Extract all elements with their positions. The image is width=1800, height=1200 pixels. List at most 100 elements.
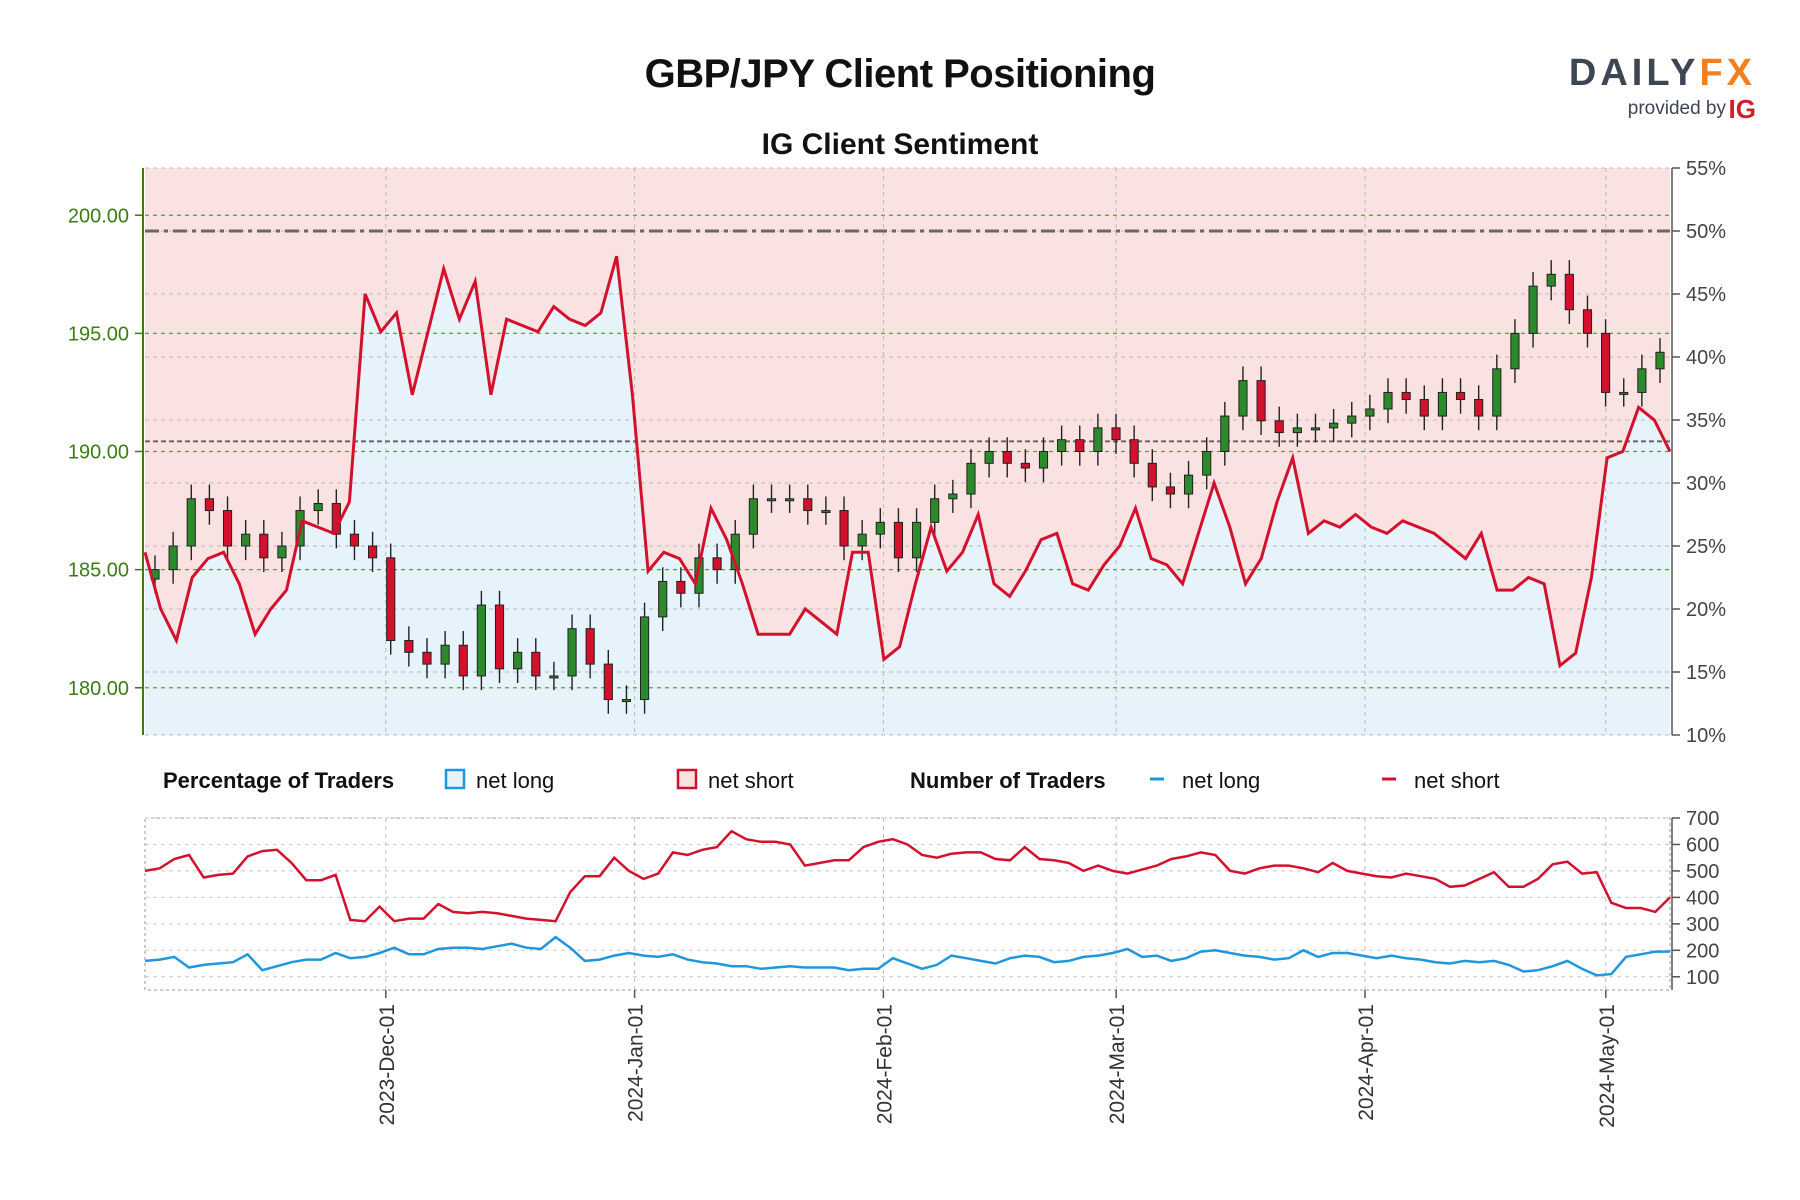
candle-body — [1419, 399, 1429, 417]
candle-body — [513, 651, 523, 670]
candle-body — [1129, 439, 1139, 464]
candle-body — [911, 521, 922, 559]
candle-body — [404, 640, 414, 653]
net-long-pct-line — [143, 255, 1672, 669]
candle-body — [259, 533, 269, 559]
pct-tick-label: 25% — [1686, 536, 1726, 558]
pct-tick-label: 35% — [1686, 410, 1726, 432]
candle-body — [1292, 427, 1302, 434]
candle-body — [1437, 391, 1447, 417]
candle-body — [1147, 462, 1157, 488]
price-tick-label: 180.00 — [68, 678, 129, 700]
candle-body — [1564, 273, 1574, 311]
candle-body — [1619, 391, 1629, 395]
candle-body — [494, 604, 505, 670]
candle-body — [1474, 399, 1484, 417]
pct-tick-label: 30% — [1686, 473, 1726, 495]
candle-body — [966, 462, 976, 495]
pct-tick-label: 15% — [1686, 662, 1726, 684]
candle-body — [186, 498, 196, 547]
count-tick-label: 500 — [1686, 861, 1719, 883]
candle-body — [222, 510, 233, 547]
candle-body — [168, 545, 178, 571]
count-tick-label: 400 — [1686, 887, 1719, 909]
net-short-count-line — [144, 829, 1671, 923]
net-long-count-line — [144, 935, 1670, 977]
candle-body — [1492, 368, 1502, 417]
candle-body — [531, 651, 541, 677]
candle-body — [893, 521, 904, 559]
candle-body — [313, 502, 323, 512]
candle-body — [803, 498, 813, 512]
candle-body — [476, 604, 486, 677]
candle-body — [1510, 332, 1520, 370]
legend-pct-short-swatch — [676, 768, 698, 790]
candle-body — [549, 675, 559, 679]
chart-title: GBP/JPY Client Positioning — [644, 52, 1156, 96]
candle-body — [748, 498, 758, 535]
candle-body — [603, 663, 613, 701]
price-tick-label: 200.00 — [68, 205, 129, 227]
candle-body — [875, 521, 885, 535]
legend-num-long-label: net long — [1182, 768, 1260, 793]
price-tick-label: 195.00 — [68, 323, 129, 345]
candle-body — [349, 533, 360, 547]
date-tick-label: 2024-May-01 — [1596, 1004, 1619, 1128]
candle-body — [1401, 391, 1411, 401]
candle-body — [1582, 309, 1593, 334]
legend-pct-long-label: net long — [476, 768, 554, 793]
date-tick-label: 2024-Jan-01 — [625, 1004, 648, 1122]
candle-body — [839, 510, 849, 547]
pct-tick-label: 10% — [1686, 725, 1726, 747]
candle-body — [1383, 391, 1393, 410]
candle-body — [1238, 380, 1248, 417]
candle-body — [1020, 462, 1030, 469]
legend-pct-short-label: net short — [708, 768, 794, 793]
legend-pct-long-swatch — [444, 768, 466, 790]
candle-body — [1057, 439, 1067, 452]
date-tick-label: 2024-Feb-01 — [873, 1004, 896, 1124]
candle-body — [766, 498, 777, 502]
logo-ig: IG — [1728, 94, 1756, 124]
candle-body — [1002, 451, 1012, 464]
candle-body — [948, 493, 958, 500]
candle-body — [1347, 415, 1357, 424]
logo-fx: FX — [1699, 52, 1756, 94]
candle-body — [1601, 332, 1611, 393]
candle-body — [1256, 380, 1266, 422]
candle-body — [386, 557, 396, 641]
logo-daily: DAILY — [1568, 52, 1700, 94]
pct-tick-label: 45% — [1686, 284, 1726, 306]
candle-body — [458, 644, 468, 677]
candle-body — [821, 510, 831, 514]
candle-body — [1274, 420, 1284, 434]
candle-body — [1220, 415, 1230, 452]
date-tick-label: 2024-Mar-01 — [1106, 1004, 1129, 1124]
candle-body — [1455, 391, 1466, 401]
legend-pct-heading: Percentage of Traders — [163, 768, 394, 793]
candle-body — [1165, 486, 1176, 495]
candle-body — [241, 533, 251, 547]
net-long-area — [145, 256, 1670, 735]
candle-body — [1528, 285, 1538, 334]
pct-tick-label: 40% — [1686, 347, 1726, 369]
pct-tick-label: 55% — [1686, 158, 1726, 180]
logo-provided-by: provided by — [1627, 98, 1726, 119]
date-tick-label: 2024-Apr-01 — [1355, 1004, 1378, 1121]
candle-body — [930, 498, 940, 523]
candle-body — [567, 628, 577, 677]
price-tick-label: 185.00 — [68, 560, 129, 582]
dailyfx-logo: DAILYFX provided by IG — [1530, 52, 1770, 132]
candle-body — [984, 451, 994, 464]
candle-body — [658, 580, 668, 618]
legend-num-short-label: net short — [1414, 768, 1500, 793]
count-tick-label: 700 — [1686, 808, 1719, 830]
pct-tick-label: 20% — [1686, 599, 1726, 621]
candle-body — [712, 557, 722, 571]
logo-brand: DAILYFX — [1569, 52, 1756, 95]
date-tick-label: 2023-Dec-01 — [376, 1004, 399, 1125]
candle-body — [857, 533, 867, 547]
candle-body — [1365, 408, 1375, 417]
candle-body — [676, 580, 686, 594]
